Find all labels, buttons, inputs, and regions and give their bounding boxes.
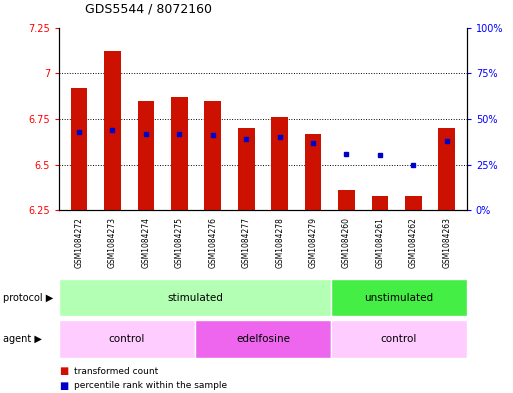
Text: protocol ▶: protocol ▶	[3, 293, 53, 303]
Text: GSM1084275: GSM1084275	[175, 217, 184, 268]
Bar	[405, 196, 422, 210]
Bar	[439, 128, 455, 210]
Bar	[338, 190, 355, 210]
Bar	[204, 101, 221, 210]
Text: GSM1084279: GSM1084279	[308, 217, 318, 268]
Text: ■: ■	[59, 366, 68, 376]
Text: GSM1084278: GSM1084278	[275, 217, 284, 268]
Text: unstimulated: unstimulated	[364, 293, 433, 303]
Text: ■: ■	[59, 381, 68, 391]
Text: GSM1084273: GSM1084273	[108, 217, 117, 268]
Text: GSM1084263: GSM1084263	[442, 217, 451, 268]
Bar	[371, 196, 388, 210]
Bar	[271, 117, 288, 210]
Text: GSM1084260: GSM1084260	[342, 217, 351, 268]
Bar	[59, 320, 195, 358]
Text: GSM1084276: GSM1084276	[208, 217, 218, 268]
Text: GSM1084274: GSM1084274	[142, 217, 150, 268]
Bar	[331, 320, 467, 358]
Bar	[331, 279, 467, 316]
Bar	[238, 128, 254, 210]
Bar	[104, 51, 121, 210]
Text: GSM1084272: GSM1084272	[74, 217, 84, 268]
Bar	[137, 101, 154, 210]
Bar	[195, 320, 331, 358]
Text: control: control	[109, 334, 145, 344]
Text: transformed count: transformed count	[74, 367, 159, 376]
Text: percentile rank within the sample: percentile rank within the sample	[74, 382, 227, 390]
Text: edelfosine: edelfosine	[236, 334, 290, 344]
Bar	[305, 134, 322, 210]
Bar	[59, 279, 331, 316]
Bar	[171, 97, 188, 210]
Text: GDS5544 / 8072160: GDS5544 / 8072160	[85, 3, 212, 16]
Text: stimulated: stimulated	[167, 293, 223, 303]
Text: GSM1084262: GSM1084262	[409, 217, 418, 268]
Text: agent ▶: agent ▶	[3, 334, 42, 344]
Bar	[71, 88, 87, 210]
Text: GSM1084261: GSM1084261	[376, 217, 384, 268]
Text: control: control	[381, 334, 417, 344]
Text: GSM1084277: GSM1084277	[242, 217, 251, 268]
